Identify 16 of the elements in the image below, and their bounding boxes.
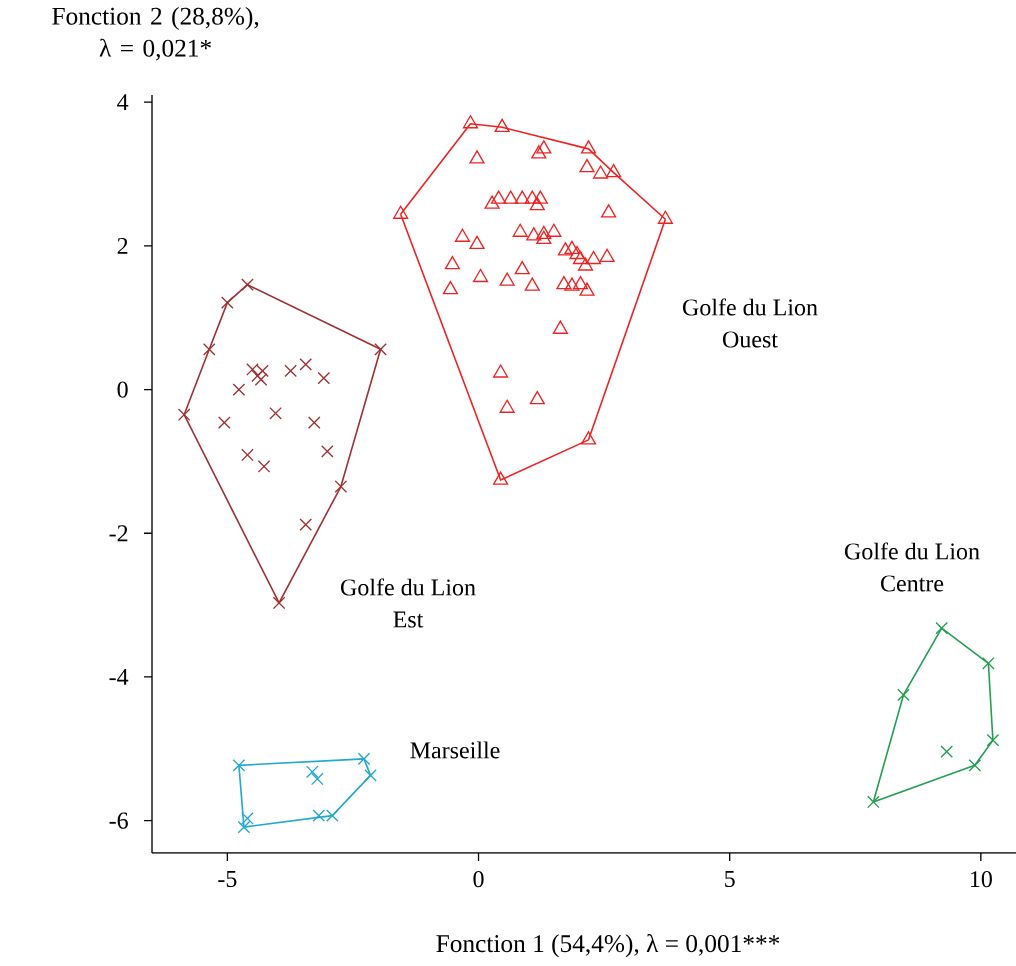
x-axis-title: Fonction 1 (54,4%), λ = 0,001***: [436, 934, 780, 958]
annotation: Golfe du Lion Ouest: [683, 298, 818, 348]
y-tick-label: 0: [117, 381, 128, 398]
x-tick-label: 0: [473, 871, 484, 888]
y-tick-label: 2: [117, 237, 128, 254]
annotation: Golfe du Lion Centre: [845, 542, 980, 592]
x-tick-label: 5: [725, 871, 735, 887]
y-axis-title: Fonction 2 (28,8%), λ = 0,021*: [52, 6, 259, 61]
annotation: Marseille: [410, 741, 500, 759]
annotation: Golfe du Lion Est: [341, 578, 476, 628]
y-tick-label: -4: [109, 669, 129, 685]
y-tick-label: -6: [109, 812, 128, 829]
x-tick-label: 10: [970, 871, 992, 888]
y-tick-label: 4: [117, 94, 129, 111]
y-tick-label: -2: [109, 525, 128, 542]
x-tick-label: -5: [218, 871, 237, 887]
